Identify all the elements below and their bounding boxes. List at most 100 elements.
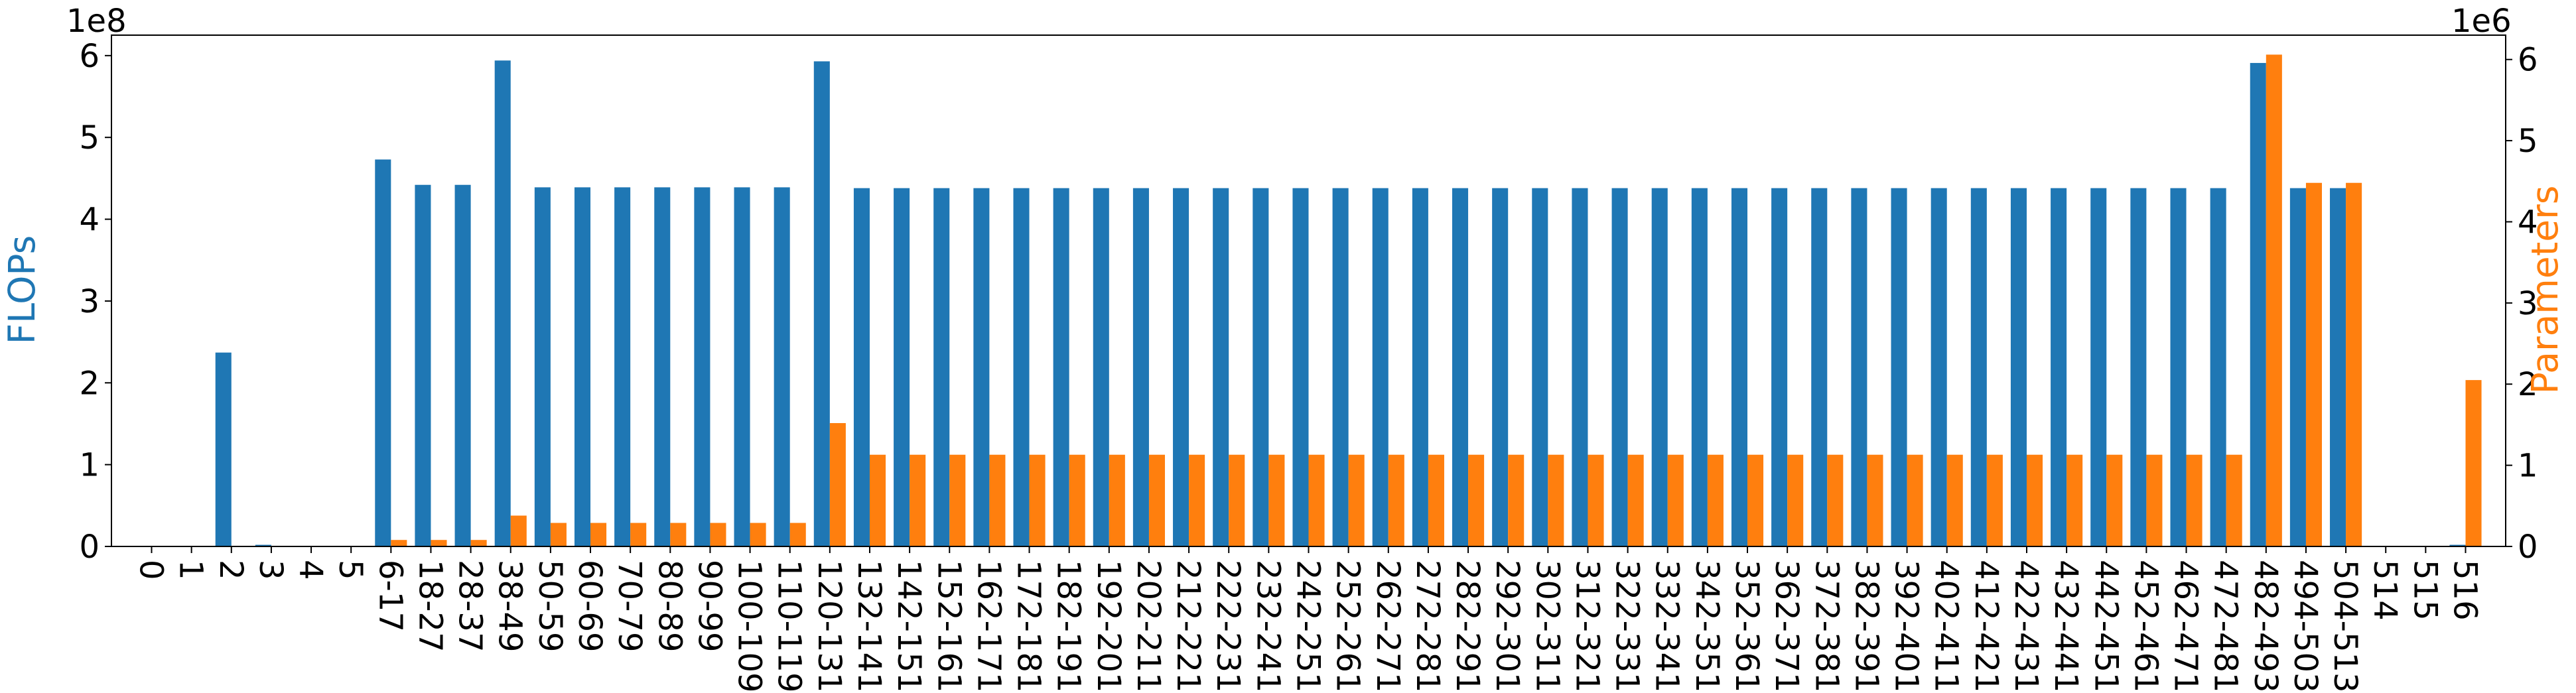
flops-bar [454,184,471,547]
flops-bar [2051,188,2067,546]
parameters-bar [470,540,487,546]
flops-bar [1093,188,1109,546]
parameters-bar [2026,454,2043,546]
flops-bar [933,188,950,546]
parameters-bar [1189,454,1205,546]
parameters-bar [1787,454,1804,546]
flops-bar [1651,188,1668,546]
right-y-tick-label: 4 [2518,204,2538,241]
flops-bar [694,187,711,546]
flops-bar [2330,188,2346,546]
x-tick-label: 172-181 [1010,560,1048,693]
flops-bar [1572,188,1588,546]
x-tick-label: 516 [2447,560,2484,621]
flops-bar [1213,188,1229,546]
x-tick-label: 212-221 [1170,560,1207,693]
x-tick-label: 2 [212,560,249,580]
flops-bar [2170,188,2187,546]
flops-bar [1970,188,1987,546]
x-tick-label: 352-361 [1728,560,1765,693]
x-tick-label: 392-401 [1888,560,1925,693]
parameters-bar [1747,454,1764,546]
left-y-tick-label: 0 [79,529,100,566]
parameters-bar [1468,454,1485,546]
parameters-bar [1627,454,1644,546]
x-tick-label: 322-331 [1609,560,1646,693]
flops-bar [1611,188,1628,546]
flops-bar [2289,188,2306,546]
x-tick-label: 362-371 [1768,560,1805,693]
right-y-tick-label: 2 [2518,366,2538,403]
x-tick-label: 222-231 [1209,560,1247,693]
parameters-bar [1867,454,1883,546]
parameters-bar [1109,454,1125,546]
x-tick-label: 482-493 [2247,560,2284,693]
x-tick-label: 0 [132,560,169,580]
x-tick-label: 28-37 [452,560,489,652]
x-tick-label: 132-141 [850,560,888,693]
right-axis-label: Parameters [2524,186,2566,395]
x-tick-label: 332-341 [1649,560,1686,693]
parameters-bar [1268,454,1285,546]
right-y-tick-label: 5 [2518,123,2538,160]
flops-bar [734,187,750,546]
flops-bar [255,544,271,546]
flops-bar [1891,188,1907,546]
left-y-tick-label: 5 [79,119,100,157]
x-tick-label: 5 [332,560,369,580]
x-tick-label: 494-503 [2287,560,2324,693]
parameters-bar [2305,182,2323,546]
parameters-bar [630,523,647,546]
right-y-tick-label: 3 [2518,285,2538,322]
x-tick-label: 292-301 [1489,560,1526,693]
parameters-bar [431,540,447,546]
x-tick-label: 18-27 [411,560,448,652]
x-tick-label: 192-201 [1090,560,1127,693]
x-tick-label: 382-391 [1848,560,1885,693]
parameters-bar [1946,454,1963,546]
parameters-bar [1229,454,1245,546]
x-tick-label: 262-271 [1369,560,1406,693]
x-tick-label: 202-211 [1130,560,1167,693]
flops-bar [1332,188,1349,546]
left-y-tick-label: 6 [79,38,100,75]
parameters-bar [550,523,567,546]
parameters-bar [989,454,1006,546]
parameters-bar [1428,454,1444,546]
flops-bar [534,187,551,546]
flops-bar [2250,62,2266,547]
parameters-bar [2346,182,2362,546]
flops-bar [2210,188,2226,546]
x-tick-label: 282-291 [1449,560,1486,693]
left-axis-label: FLOPs [1,235,43,344]
right-y-tick-label: 0 [2518,529,2538,566]
x-tick-label: 1 [172,560,210,580]
x-tick-label: 50-59 [531,560,569,652]
flops-bar [774,187,790,546]
right-y-tick-label: 6 [2518,42,2538,79]
parameters-bar [2266,54,2282,546]
flops-bar [1731,188,1748,546]
flops-bar [1253,188,1269,546]
parameters-bar [670,523,687,546]
parameters-bar [1348,454,1365,546]
parameters-bar [1986,454,2003,546]
flops-bar [1173,188,1189,546]
left-y-tick-label: 3 [79,283,100,320]
parameters-bar [869,454,886,546]
flops-bar [1771,188,1788,546]
x-tick-label: 432-441 [2047,560,2084,693]
flops-bar [2449,544,2466,546]
flops-bar [2130,188,2147,546]
parameters-bar [2146,454,2163,546]
parameters-bar [2465,380,2482,546]
x-tick-label: 60-69 [571,560,608,652]
x-tick-label: 110-119 [771,560,808,693]
x-tick-label: 372-381 [1808,560,1845,693]
flops-bar [1811,188,1828,546]
parameters-bar [829,422,846,546]
flops-bar [215,352,232,546]
parameters-bar [1069,454,1085,546]
left-y-ticks: 0 1 2 3 4 5 6 [79,38,111,566]
